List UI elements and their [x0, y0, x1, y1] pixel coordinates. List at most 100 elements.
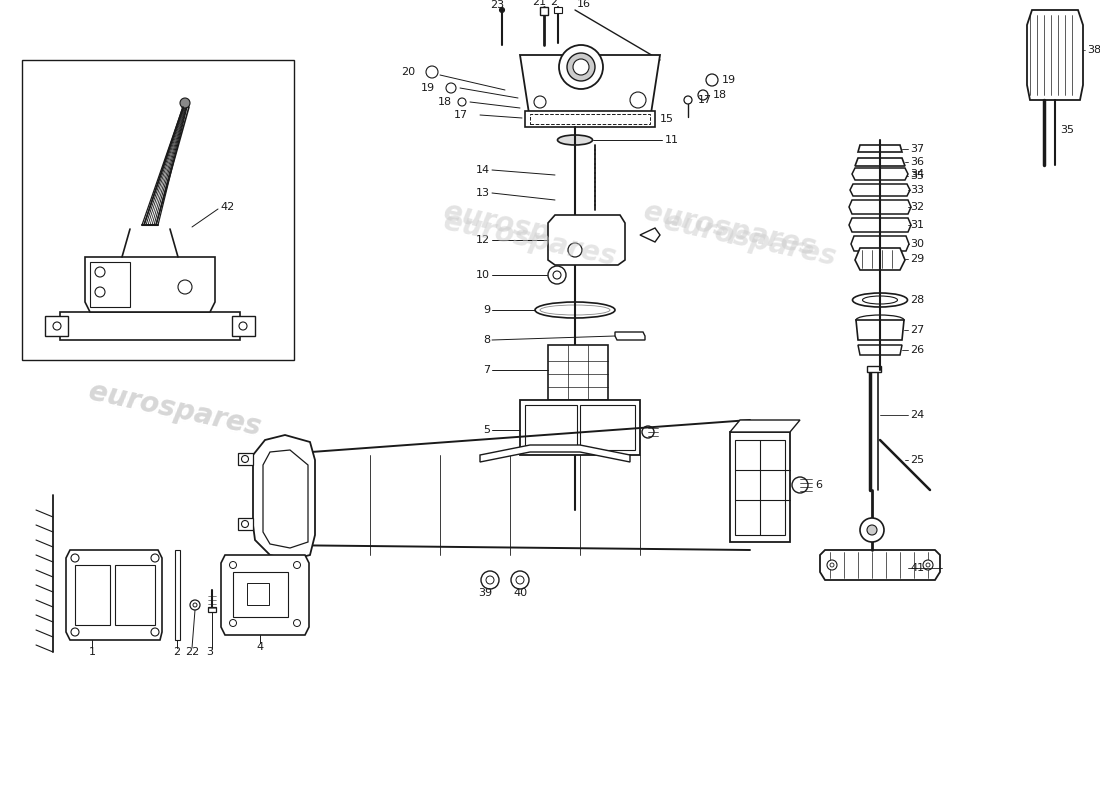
Polygon shape	[850, 184, 910, 196]
Bar	[233, 572, 288, 617]
Circle shape	[72, 628, 79, 636]
Circle shape	[230, 619, 236, 626]
Polygon shape	[480, 445, 630, 462]
Text: 15: 15	[660, 114, 674, 124]
Circle shape	[548, 266, 566, 284]
Text: 22: 22	[185, 647, 199, 657]
Circle shape	[72, 554, 79, 562]
Circle shape	[516, 576, 524, 584]
Polygon shape	[520, 55, 660, 120]
Polygon shape	[60, 312, 240, 340]
Polygon shape	[855, 248, 905, 270]
Polygon shape	[1027, 10, 1084, 100]
Text: eurospares: eurospares	[441, 208, 618, 272]
Text: 41: 41	[910, 563, 924, 573]
Bar	[116, 565, 155, 625]
Text: 35: 35	[1060, 125, 1074, 135]
Circle shape	[923, 560, 933, 570]
Text: 12: 12	[476, 235, 490, 245]
Circle shape	[446, 83, 456, 93]
Bar	[75, 565, 110, 625]
Polygon shape	[90, 262, 130, 307]
Circle shape	[190, 600, 200, 610]
Circle shape	[827, 560, 837, 570]
Text: 2: 2	[550, 0, 558, 7]
Text: 17: 17	[698, 95, 712, 105]
Circle shape	[151, 628, 160, 636]
Polygon shape	[548, 215, 625, 265]
Text: 11: 11	[666, 135, 679, 145]
Polygon shape	[45, 316, 68, 336]
Circle shape	[830, 563, 834, 567]
Bar	[525, 405, 578, 450]
Bar	[540, 7, 548, 15]
Bar	[525, 111, 654, 127]
Circle shape	[867, 525, 877, 535]
Text: 4: 4	[256, 642, 264, 652]
Text: eurospares: eurospares	[641, 198, 818, 262]
Text: 2: 2	[174, 647, 180, 657]
Polygon shape	[858, 345, 902, 355]
Polygon shape	[175, 550, 180, 640]
Polygon shape	[640, 228, 660, 242]
Text: 8: 8	[483, 335, 490, 345]
Polygon shape	[855, 158, 905, 166]
Ellipse shape	[535, 302, 615, 318]
Text: 23: 23	[490, 0, 504, 10]
Bar	[248, 583, 270, 605]
Text: 24: 24	[910, 410, 924, 420]
Circle shape	[642, 426, 654, 438]
Text: 40: 40	[513, 588, 527, 598]
Circle shape	[230, 562, 236, 569]
Circle shape	[242, 455, 249, 462]
Circle shape	[95, 267, 104, 277]
Text: 38: 38	[1087, 45, 1100, 55]
Bar	[548, 345, 608, 400]
Text: 20: 20	[400, 67, 415, 77]
Polygon shape	[858, 145, 902, 152]
Ellipse shape	[862, 296, 898, 304]
Text: 19: 19	[722, 75, 736, 85]
Text: 10: 10	[476, 270, 490, 280]
Bar	[208, 607, 216, 612]
Bar	[520, 400, 640, 455]
Circle shape	[151, 554, 160, 562]
Circle shape	[53, 322, 60, 330]
Circle shape	[706, 74, 718, 86]
Circle shape	[512, 571, 529, 589]
Circle shape	[192, 603, 197, 607]
Circle shape	[559, 45, 603, 89]
Circle shape	[926, 563, 929, 567]
Polygon shape	[856, 320, 904, 340]
Circle shape	[534, 96, 546, 108]
Polygon shape	[221, 555, 309, 635]
Text: 25: 25	[910, 455, 924, 465]
Text: 18: 18	[438, 97, 452, 107]
Text: 9: 9	[483, 305, 490, 315]
Text: 33: 33	[910, 185, 924, 195]
Text: 34: 34	[910, 169, 924, 179]
Circle shape	[553, 271, 561, 279]
Text: eurospares: eurospares	[86, 378, 264, 442]
Text: 36: 36	[910, 157, 924, 167]
Polygon shape	[232, 316, 255, 336]
Text: 28: 28	[910, 295, 924, 305]
Circle shape	[242, 521, 249, 527]
Text: 19: 19	[421, 83, 434, 93]
Text: 26: 26	[910, 345, 924, 355]
Circle shape	[239, 322, 248, 330]
Circle shape	[630, 92, 646, 108]
Polygon shape	[66, 550, 162, 640]
Polygon shape	[849, 200, 911, 214]
Text: 5: 5	[483, 425, 490, 435]
Ellipse shape	[128, 229, 173, 237]
Text: eurospares: eurospares	[86, 378, 264, 442]
Text: 14: 14	[476, 165, 490, 175]
Circle shape	[180, 98, 190, 108]
Text: 29: 29	[910, 254, 924, 264]
Circle shape	[792, 477, 808, 493]
Circle shape	[294, 562, 300, 569]
Ellipse shape	[540, 305, 611, 315]
Polygon shape	[615, 332, 645, 340]
Ellipse shape	[131, 234, 169, 241]
